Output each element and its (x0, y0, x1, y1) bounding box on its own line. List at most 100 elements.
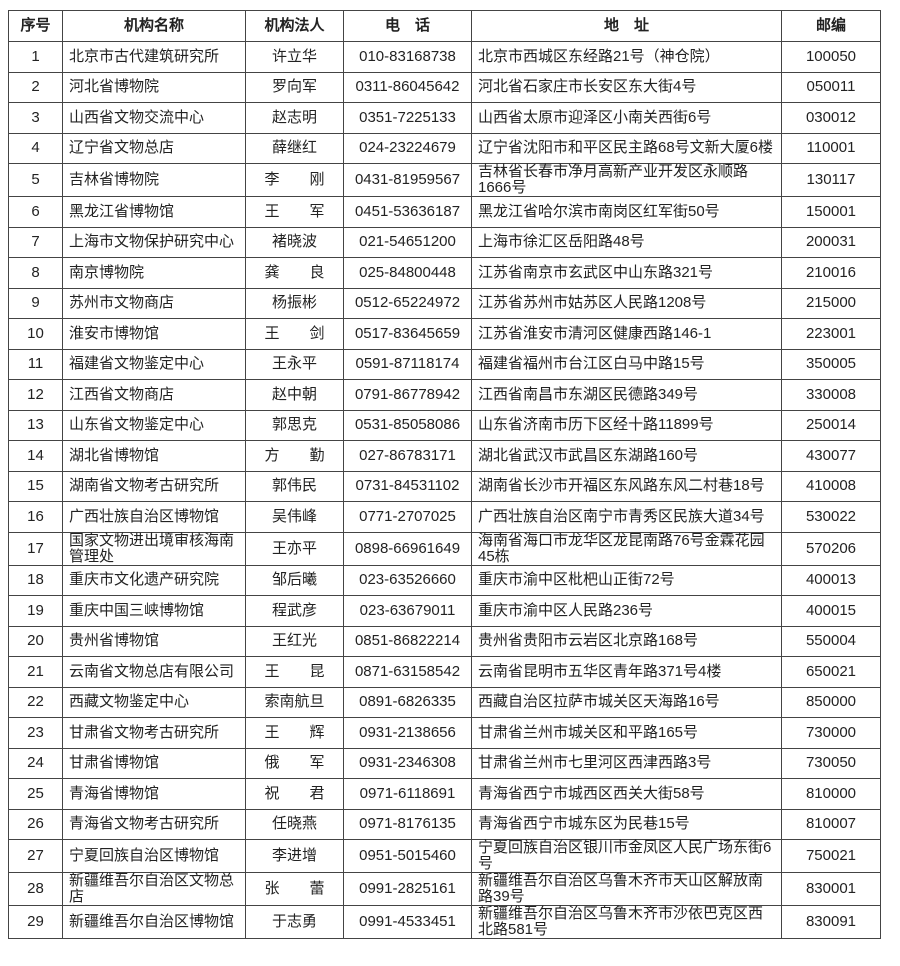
cell-index: 28 (8, 872, 63, 906)
cell-postcode: 730000 (781, 717, 881, 749)
cell-postcode: 550004 (781, 625, 881, 657)
cell-postcode: 215000 (781, 287, 881, 319)
cell-postcode: 400013 (781, 564, 881, 596)
table-row: 1 北京市古代建筑研究所 许立华 010-83168738 北京市西城区东经路21号（神… (8, 41, 881, 73)
cell-index: 9 (8, 287, 63, 319)
table-row: 8 南京博物院龚 良 025-84800448 江苏省南京市玄武区中山东路321号 21… (8, 257, 881, 289)
cell-phone: 0311-86045642 (343, 71, 472, 103)
cell-legal-person: 邹后曦 (245, 564, 344, 596)
cell-legal-person: 索南航旦 (245, 686, 344, 718)
cell-postcode: 250014 (781, 409, 881, 441)
cell-legal-person: 赵志明 (245, 102, 344, 134)
header-zip: 邮编 (781, 10, 881, 42)
table-row: 15 湖南省文物考古研究所 郭伟民 0731-84531102 湖南省长沙市开福区东风路… (8, 470, 881, 502)
cell-institution-name: 南京博物院 (62, 257, 246, 289)
cell-legal-person: 祝 君 (245, 778, 344, 810)
cell-institution-name: 湖北省博物馆 (62, 440, 246, 472)
cell-postcode: 750021 (781, 839, 881, 873)
cell-phone: 0351-7225133 (343, 102, 472, 134)
cell-postcode: 130117 (781, 163, 881, 197)
table-row: 9 苏州市文物商店 杨振彬 0512-65224972 江苏省苏州市姑苏区人民路1208… (8, 287, 881, 319)
cell-index: 18 (8, 564, 63, 596)
cell-address: 吉林省长春市净月高新产业开发区永顺路1666号 (471, 163, 782, 197)
cell-institution-name: 重庆中国三峡博物馆 (62, 595, 246, 627)
cell-institution-name: 山西省文物交流中心 (62, 102, 246, 134)
cell-index: 23 (8, 717, 63, 749)
cell-address: 甘肃省兰州市七里河区西津西路3号 (471, 747, 782, 779)
cell-institution-name: 上海市文物保护研究中心 (62, 226, 246, 258)
cell-index: 19 (8, 595, 63, 627)
cell-phone: 0871-63158542 (343, 656, 472, 688)
cell-phone: 0991-4533451 (343, 905, 472, 939)
cell-phone: 0991-2825161 (343, 872, 472, 906)
cell-legal-person: 吴伟峰 (245, 501, 344, 533)
cell-legal-person: 王 辉 (245, 717, 344, 749)
table-row: 12 江西省文物商店 赵中朝 0791-86778942 江西省南昌市东湖区民德路349… (8, 379, 881, 411)
cell-institution-name: 贵州省博物馆 (62, 625, 246, 657)
cell-legal-person: 郭伟民 (245, 470, 344, 502)
cell-institution-name: 吉林省博物院 (62, 163, 246, 197)
cell-address: 重庆市渝中区人民路236号 (471, 595, 782, 627)
cell-postcode: 730050 (781, 747, 881, 779)
cell-phone: 0851-86822214 (343, 625, 472, 657)
cell-postcode: 030012 (781, 102, 881, 134)
cell-index: 16 (8, 501, 63, 533)
cell-index: 14 (8, 440, 63, 472)
cell-legal-person: 于志勇 (245, 905, 344, 939)
table-row: 6 黑龙江省博物馆王 军 0451-53636187 黑龙江省哈尔滨市南岗区红军街50… (8, 196, 881, 228)
cell-legal-person: 方 勤 (245, 440, 344, 472)
cell-institution-name: 宁夏回族自治区博物馆 (62, 839, 246, 873)
cell-postcode: 410008 (781, 470, 881, 502)
cell-address: 江苏省淮安市清河区健康西路146-1 (471, 318, 782, 350)
table-row: 18 重庆市文化遗产研究院 邹后曦 023-63526660 重庆市渝中区枇杷山正街72… (8, 564, 881, 596)
cell-postcode: 210016 (781, 257, 881, 289)
cell-index: 11 (8, 348, 63, 380)
cell-address: 山东省济南市历下区经十路11899号 (471, 409, 782, 441)
cell-address: 河北省石家庄市长安区东大街4号 (471, 71, 782, 103)
cell-index: 6 (8, 196, 63, 228)
cell-phone: 023-63526660 (343, 564, 472, 596)
cell-postcode: 350005 (781, 348, 881, 380)
cell-postcode: 650021 (781, 656, 881, 688)
cell-legal-person: 郭思克 (245, 409, 344, 441)
cell-institution-name: 辽宁省文物总店 (62, 132, 246, 164)
cell-institution-name: 广西壮族自治区博物馆 (62, 501, 246, 533)
cell-legal-person: 王 剑 (245, 318, 344, 350)
cell-index: 21 (8, 656, 63, 688)
table-header-row: 序号 机构名称 机构法人 电 话 地 址 邮编 (8, 10, 881, 42)
cell-index: 17 (8, 531, 63, 566)
cell-phone: 025-84800448 (343, 257, 472, 289)
cell-index: 29 (8, 905, 63, 939)
cell-institution-name: 甘肃省文物考古研究所 (62, 717, 246, 749)
cell-postcode: 110001 (781, 132, 881, 164)
cell-index: 4 (8, 132, 63, 164)
cell-legal-person: 王红光 (245, 625, 344, 657)
cell-institution-name: 河北省博物院 (62, 71, 246, 103)
cell-phone: 0791-86778942 (343, 379, 472, 411)
cell-postcode: 810000 (781, 778, 881, 810)
header-name: 机构名称 (62, 10, 246, 42)
cell-postcode: 330008 (781, 379, 881, 411)
header-index: 序号 (8, 10, 63, 42)
cell-phone: 0891-6826335 (343, 686, 472, 718)
cell-postcode: 100050 (781, 41, 881, 73)
cell-institution-name: 云南省文物总店有限公司 (62, 656, 246, 688)
table-row: 29 新疆维吾尔自治区博物馆 于志勇 0991-4533451 新疆维吾尔自治区乌鲁木齐… (8, 905, 881, 939)
header-phone: 电 话 (343, 10, 472, 42)
cell-legal-person: 王永平 (245, 348, 344, 380)
cell-legal-person: 薛继红 (245, 132, 344, 164)
cell-phone: 024-23224679 (343, 132, 472, 164)
table-row: 28 新疆维吾尔自治区文物总店张 蕾 0991-2825161 新疆维吾尔自治区乌鲁木… (8, 872, 881, 906)
table-row: 4 辽宁省文物总店 薛继红 024-23224679 辽宁省沈阳市和平区民主路68号文新… (8, 132, 881, 164)
cell-index: 12 (8, 379, 63, 411)
cell-index: 7 (8, 226, 63, 258)
cell-institution-name: 江西省文物商店 (62, 379, 246, 411)
cell-postcode: 200031 (781, 226, 881, 258)
cell-institution-name: 甘肃省博物馆 (62, 747, 246, 779)
cell-address: 海南省海口市龙华区龙昆南路76号金霖花园45栋 (471, 531, 782, 566)
cell-address: 湖南省长沙市开福区东风路东风二村巷18号 (471, 470, 782, 502)
cell-phone: 0931-2346308 (343, 747, 472, 779)
cell-institution-name: 山东省文物鉴定中心 (62, 409, 246, 441)
cell-address: 辽宁省沈阳市和平区民主路68号文新大厦6楼 (471, 132, 782, 164)
cell-index: 8 (8, 257, 63, 289)
